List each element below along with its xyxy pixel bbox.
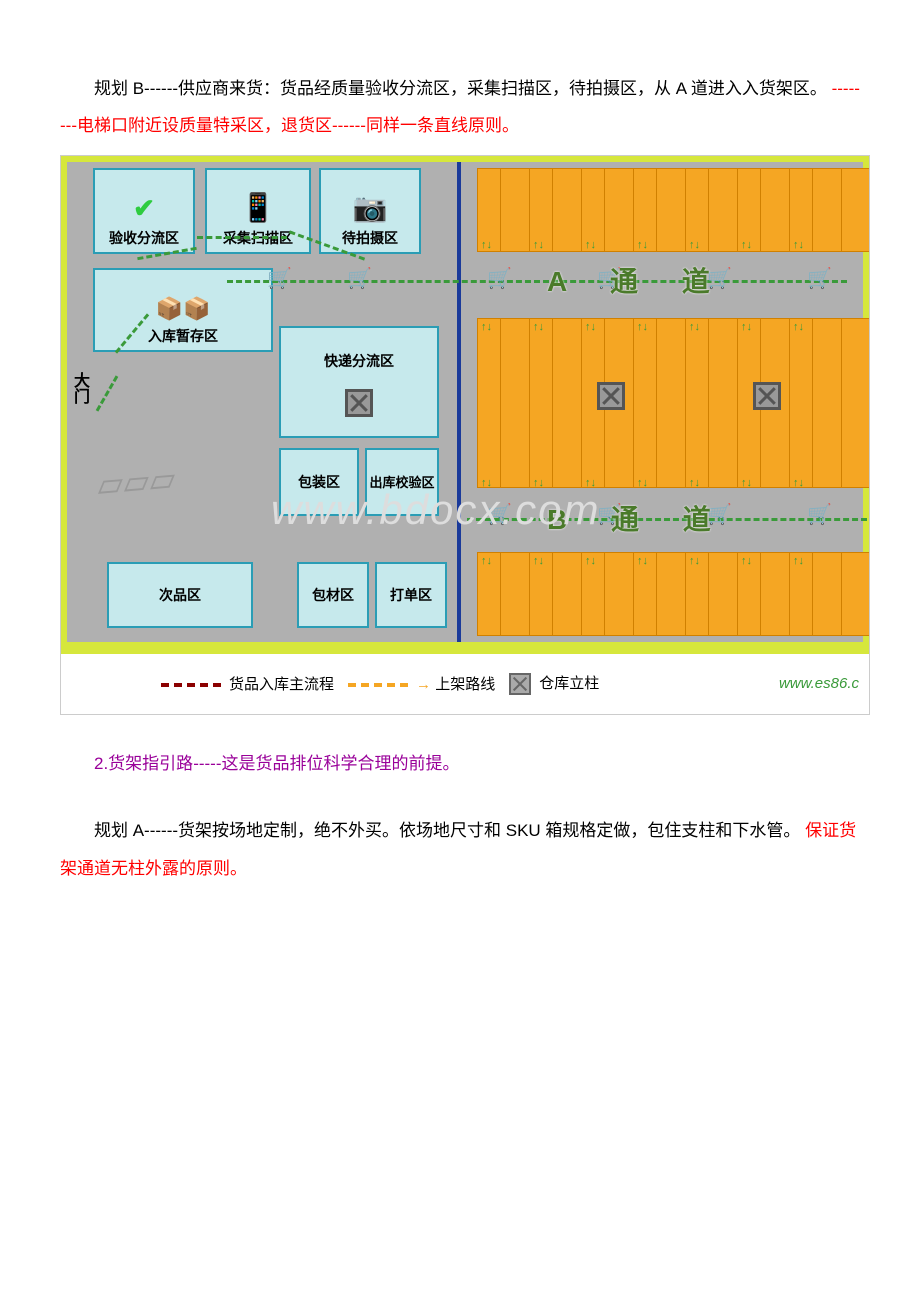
zone-print: 打单区: [375, 562, 447, 628]
legend-shelf-route: 上架路线: [435, 676, 495, 693]
zone-label: 入库暂存区: [148, 322, 218, 350]
arrow-icon: ↑↓: [533, 240, 544, 250]
arrow-icon: ↑↓: [585, 478, 596, 488]
arrow-icon: ↑↓: [637, 556, 648, 566]
legend-inbound: 货品入库主流程: [229, 676, 334, 693]
arrow-icon: ↑↓: [741, 556, 752, 566]
arrow-icon: ↑↓: [481, 240, 492, 250]
zone-label: 包装区: [298, 468, 340, 496]
arrow-icon: ↑↓: [689, 478, 700, 488]
door-label: 大门: [67, 372, 91, 404]
wall-divider: [457, 162, 461, 642]
arrow-icon: ↑↓: [689, 322, 700, 332]
arrow-icon: ↑↓: [637, 240, 648, 250]
arrow-icon: ↑↓: [533, 556, 544, 566]
arrow-icon: ↑↓: [533, 322, 544, 332]
arrow-icon: ↑↓: [793, 556, 804, 566]
mobile-icon: 📱: [241, 191, 276, 224]
arrow-icon: ↑↓: [637, 322, 648, 332]
rack-area: ↑↓ ↑↓ ↑↓ ↑↓ ↑↓ ↑↓ ↑↓ ↑↓ ↑↓ ↑↓ ↑↓ ↑↓ ↑↓ ↑…: [467, 168, 863, 636]
paragraph-plan-a: 规划 A------货架按场地定制，绝不外买。依场地尺寸和 SKU 箱规格定做，…: [60, 812, 860, 887]
dashed-path: [197, 236, 287, 239]
zone-label: 快递分流区: [324, 347, 394, 375]
dashed-path: [96, 375, 119, 411]
zone-photo: 📷 待拍摄区: [319, 168, 421, 254]
zone-label: 次品区: [159, 581, 201, 609]
arrow-icon: ↑↓: [481, 478, 492, 488]
camera-icon: 📷: [353, 191, 388, 224]
arrow-icon: ↑↓: [793, 240, 804, 250]
arrow-icon: ↑↓: [689, 556, 700, 566]
paragraph-plan-b: 规划 B------供应商来货：货品经质量验收分流区，采集扫描区，待拍摄区，从 …: [60, 70, 860, 145]
zone-outbound-check: 出库校验区: [365, 448, 439, 516]
pillar-icon: [345, 389, 373, 417]
diagram-legend: 货品入库主流程 → 上架路线 仓库立柱 www.es86.c: [61, 654, 869, 714]
arrow-icon: ↑↓: [585, 240, 596, 250]
arrow-icon: ↑↓: [481, 556, 492, 566]
zone-packing: 包装区: [279, 448, 359, 516]
cart-icon: 🛒: [347, 266, 372, 291]
cart-icon: 🛒: [487, 266, 512, 291]
warehouse-layout-diagram: ✔ 验收分流区 📱 采集扫描区 📷 待拍摄区 📦📦 入库暂存区 快递分流区 包装…: [60, 155, 870, 715]
dashed-path: [227, 280, 847, 283]
text: -----这是货品排位科学合理的前提。: [193, 754, 459, 773]
boxes-icon: 📦📦: [156, 296, 211, 322]
arrow-icon: ↑↓: [741, 478, 752, 488]
arrow-icon: ↑↓: [585, 322, 596, 332]
arrow-icon: ↑↓: [481, 322, 492, 332]
arrow-icon: ↑↓: [637, 478, 648, 488]
legend-pillar: 仓库立柱: [539, 675, 599, 692]
arrow-icon: ↑↓: [793, 478, 804, 488]
aisle-b-label: B 通 道: [547, 498, 729, 538]
zone-scan: 📱 采集扫描区: [205, 168, 311, 254]
zone-label: 验收分流区: [109, 224, 179, 252]
text: 2.货架指引路: [94, 754, 193, 773]
check-icon: ✔: [133, 193, 155, 224]
zone-packing-material: 包材区: [297, 562, 369, 628]
cart-icon: 🛒: [487, 502, 512, 527]
cart-icon: 🛒: [267, 266, 292, 291]
zone-defective: 次品区: [107, 562, 253, 628]
zone-label: 待拍摄区: [342, 224, 398, 252]
zone-express-sort: 快递分流区: [279, 326, 439, 438]
arrow-icon: ↑↓: [793, 322, 804, 332]
arrow-icon: ↑↓: [741, 322, 752, 332]
legend-url: www.es86.c: [779, 675, 859, 692]
arrow-icon: ↑↓: [741, 240, 752, 250]
zone-label: 出库校验区: [369, 468, 434, 495]
diagram-floor: ✔ 验收分流区 📱 采集扫描区 📷 待拍摄区 📦📦 入库暂存区 快递分流区 包装…: [67, 162, 863, 642]
text: 规划 A------货架按场地定制，绝不外买。依场地尺寸和 SKU 箱规格定做，…: [94, 821, 800, 840]
cart-icon: 🛒: [807, 266, 832, 291]
crates-icon: ▱▱▱: [95, 458, 177, 505]
arrow-icon: ↑↓: [689, 240, 700, 250]
zone-label: 打单区: [390, 581, 432, 609]
pillar-icon: [753, 382, 781, 410]
zone-inspection: ✔ 验收分流区: [93, 168, 195, 254]
section-2-heading: 2.货架指引路-----这是货品排位科学合理的前提。: [60, 745, 860, 782]
cart-icon: 🛒: [807, 502, 832, 527]
aisle-a-label: A 通 道: [547, 260, 728, 300]
arrow-icon: ↑↓: [533, 478, 544, 488]
arrow-icon: ↑↓: [585, 556, 596, 566]
zone-label: 包材区: [312, 581, 354, 609]
pillar-icon: [597, 382, 625, 410]
text: 规划 B------供应商来货：货品经质量验收分流区，采集扫描区，待拍摄区，从 …: [94, 79, 827, 98]
